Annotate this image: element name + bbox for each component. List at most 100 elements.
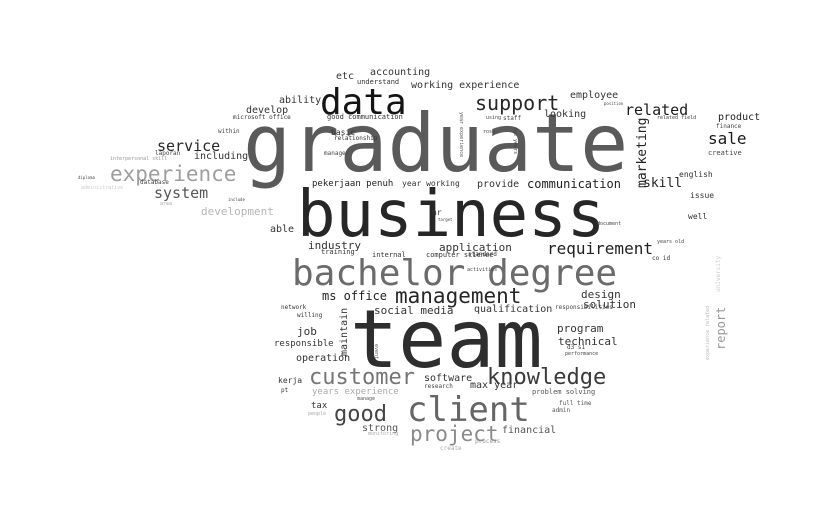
word: program bbox=[557, 322, 604, 335]
word: solution bbox=[583, 298, 636, 311]
word: computer science bbox=[426, 251, 494, 259]
word: training bbox=[321, 248, 355, 256]
word: accounting bbox=[370, 67, 431, 78]
word: years old bbox=[657, 239, 685, 245]
word: pt bbox=[281, 387, 289, 394]
word: laporan bbox=[155, 150, 181, 157]
word: service bbox=[157, 137, 221, 155]
word: industry bbox=[308, 239, 361, 252]
word: application bbox=[439, 241, 512, 254]
word: performance bbox=[565, 351, 599, 357]
word: monitoring bbox=[368, 431, 399, 437]
word: standard bbox=[468, 251, 497, 258]
word: client bbox=[407, 390, 530, 430]
word: product bbox=[718, 112, 761, 123]
word: social media bbox=[374, 304, 454, 317]
word: basic bbox=[331, 128, 356, 137]
word: age years bbox=[512, 127, 518, 155]
word: etc bbox=[336, 71, 355, 82]
word: financial bbox=[502, 425, 557, 436]
word: development bbox=[201, 205, 274, 218]
word: administrative bbox=[81, 185, 124, 191]
word: technical bbox=[558, 335, 618, 348]
word: related field bbox=[657, 115, 697, 121]
word: database bbox=[140, 179, 169, 186]
word: responsible bbox=[274, 339, 334, 349]
word: interpersonal skill bbox=[110, 156, 168, 162]
word: software bbox=[424, 373, 473, 384]
word: ms office bbox=[322, 289, 388, 303]
word: strong bbox=[362, 423, 399, 434]
word: issue bbox=[690, 191, 715, 200]
word: using bbox=[486, 115, 502, 121]
word: university bbox=[715, 255, 722, 292]
word: design bbox=[581, 288, 621, 301]
word: sale bbox=[708, 129, 747, 148]
word: year experience bbox=[458, 112, 464, 158]
word: willing bbox=[297, 312, 323, 319]
word: relationship bbox=[334, 135, 378, 142]
word: provide bbox=[477, 179, 520, 190]
word: network bbox=[281, 304, 307, 311]
word: research bbox=[424, 383, 453, 390]
word: d3 s1 bbox=[567, 344, 586, 351]
word: position bbox=[604, 101, 624, 106]
word: admin bbox=[552, 407, 571, 414]
word: include bbox=[228, 197, 245, 202]
word: area bbox=[160, 201, 173, 207]
word: good bbox=[334, 402, 387, 427]
word: people bbox=[308, 411, 327, 417]
word: graduate bbox=[243, 97, 629, 190]
word: team bbox=[350, 293, 543, 386]
word: ability bbox=[279, 95, 322, 106]
word: co id bbox=[652, 255, 671, 262]
word: event bbox=[373, 344, 379, 360]
word: data bbox=[320, 82, 407, 123]
word: good communication bbox=[327, 113, 403, 121]
word: manage bbox=[357, 396, 376, 402]
word: job bbox=[297, 325, 317, 338]
word: finance bbox=[716, 123, 742, 130]
word: requirement bbox=[547, 239, 653, 258]
word: english bbox=[679, 170, 713, 179]
word: customer bbox=[309, 365, 415, 390]
word: microsoft office bbox=[233, 114, 291, 121]
word: related bbox=[625, 101, 689, 119]
word: internal bbox=[372, 251, 406, 259]
word: skill bbox=[643, 176, 683, 191]
word: able bbox=[270, 224, 295, 235]
word: problem solving bbox=[532, 388, 596, 396]
word: kerja bbox=[278, 376, 303, 385]
word: experience related bbox=[705, 305, 711, 360]
word: maintain bbox=[339, 307, 350, 356]
word: activities bbox=[467, 267, 498, 273]
word: business bbox=[297, 178, 606, 252]
word: diploma bbox=[78, 175, 95, 180]
word: working experience bbox=[411, 80, 520, 91]
word: including bbox=[194, 151, 249, 162]
word: system bbox=[154, 184, 209, 202]
word: support bbox=[475, 91, 560, 115]
word: manager bbox=[324, 150, 350, 157]
word: staff bbox=[503, 115, 522, 122]
word: create bbox=[440, 445, 462, 452]
word: tax bbox=[311, 401, 328, 411]
word: target bbox=[438, 217, 453, 222]
word: full time bbox=[559, 400, 592, 407]
word: well bbox=[688, 212, 708, 221]
word: within bbox=[218, 128, 240, 135]
word: management bbox=[395, 284, 522, 308]
word: report bbox=[714, 306, 728, 350]
word: document bbox=[597, 221, 622, 227]
word: creative bbox=[708, 149, 742, 157]
word: bachelor degree bbox=[292, 253, 618, 294]
word: develop bbox=[246, 105, 289, 116]
word: responsibilities bbox=[555, 304, 613, 311]
word: employee bbox=[570, 90, 619, 101]
word: experience bbox=[110, 162, 237, 186]
word: process bbox=[475, 438, 501, 445]
word: year working bbox=[402, 179, 460, 188]
word: project bbox=[410, 422, 499, 446]
word: years experience bbox=[312, 387, 399, 397]
